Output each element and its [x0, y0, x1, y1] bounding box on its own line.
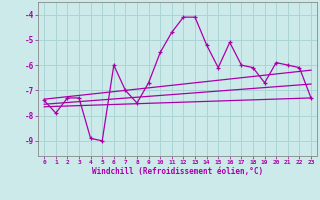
X-axis label: Windchill (Refroidissement éolien,°C): Windchill (Refroidissement éolien,°C) [92, 167, 263, 176]
